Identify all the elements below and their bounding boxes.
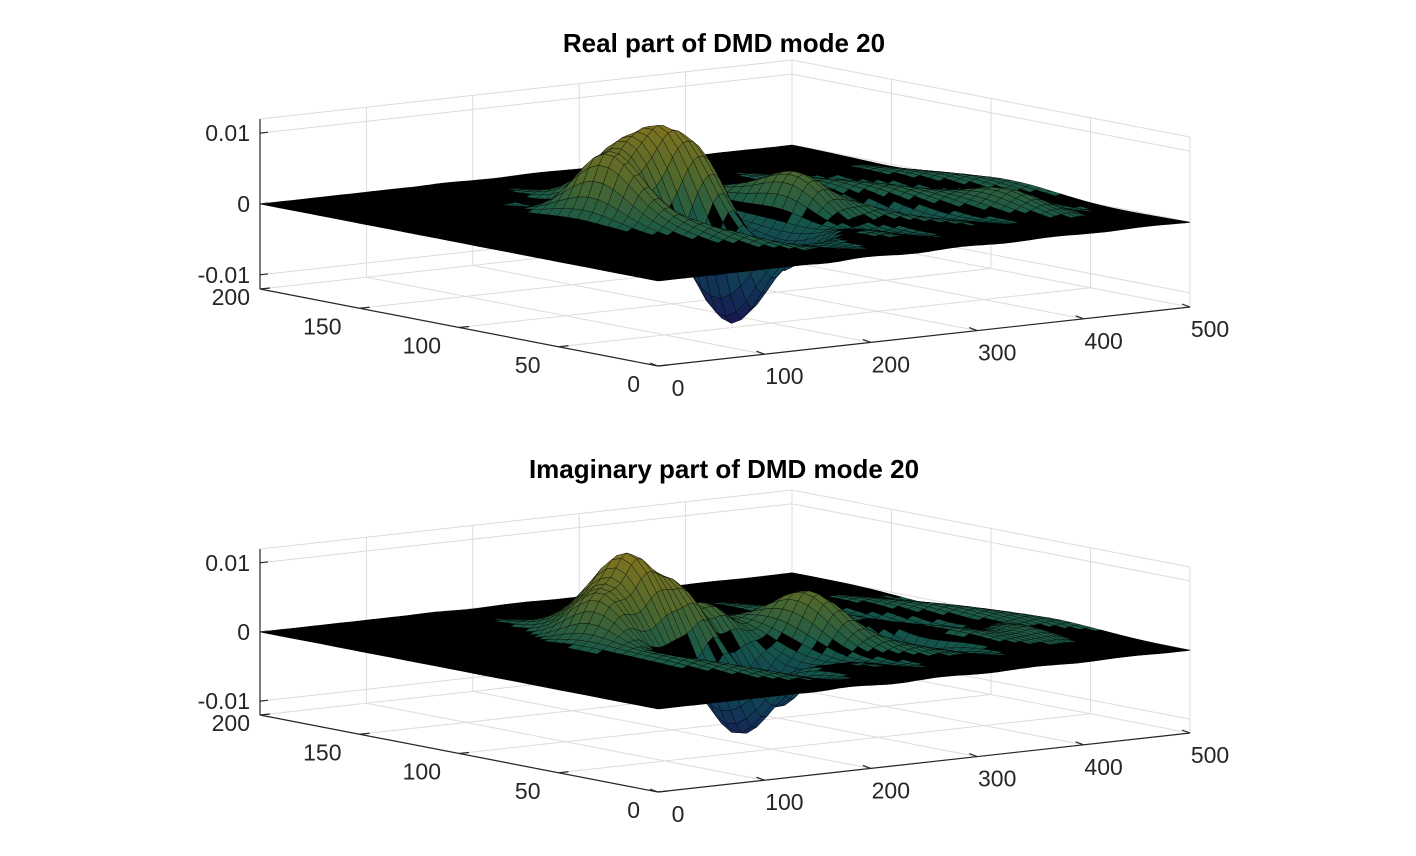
x-tick-label: 300 (978, 340, 1016, 366)
grid-line (558, 713, 1091, 774)
y-tick-mark (458, 325, 470, 329)
y-tick-mark (657, 364, 669, 367)
y-tick-label: 200 (212, 284, 250, 310)
surface (259, 125, 1191, 324)
z-tick-label: 0 (237, 191, 250, 217)
grid-line (259, 503, 1191, 582)
y-tick-label: 0 (627, 371, 640, 397)
x-tick-label: 100 (765, 363, 803, 389)
y-tick-label: 100 (403, 333, 441, 359)
z-tick-mark (259, 273, 269, 276)
y-tick-label: 50 (515, 352, 541, 378)
grid-line (259, 489, 1191, 568)
z-tick-mark (259, 131, 269, 134)
chart-title: Real part of DMD mode 20 (563, 28, 885, 58)
x-tick-label: 0 (672, 375, 685, 401)
grid-line (259, 73, 1191, 152)
z-tick-label: 0.01 (205, 120, 250, 146)
y-tick-label: 150 (303, 313, 341, 339)
grid-line (558, 287, 1091, 348)
grid-line (259, 59, 1191, 138)
x-tick-label: 500 (1191, 316, 1229, 342)
y-tick-mark (558, 345, 569, 348)
y-tick-mark (359, 306, 370, 309)
y-tick-mark (259, 287, 271, 290)
x-tick-label: 200 (872, 351, 910, 377)
x-tick-label: 400 (1084, 328, 1122, 354)
